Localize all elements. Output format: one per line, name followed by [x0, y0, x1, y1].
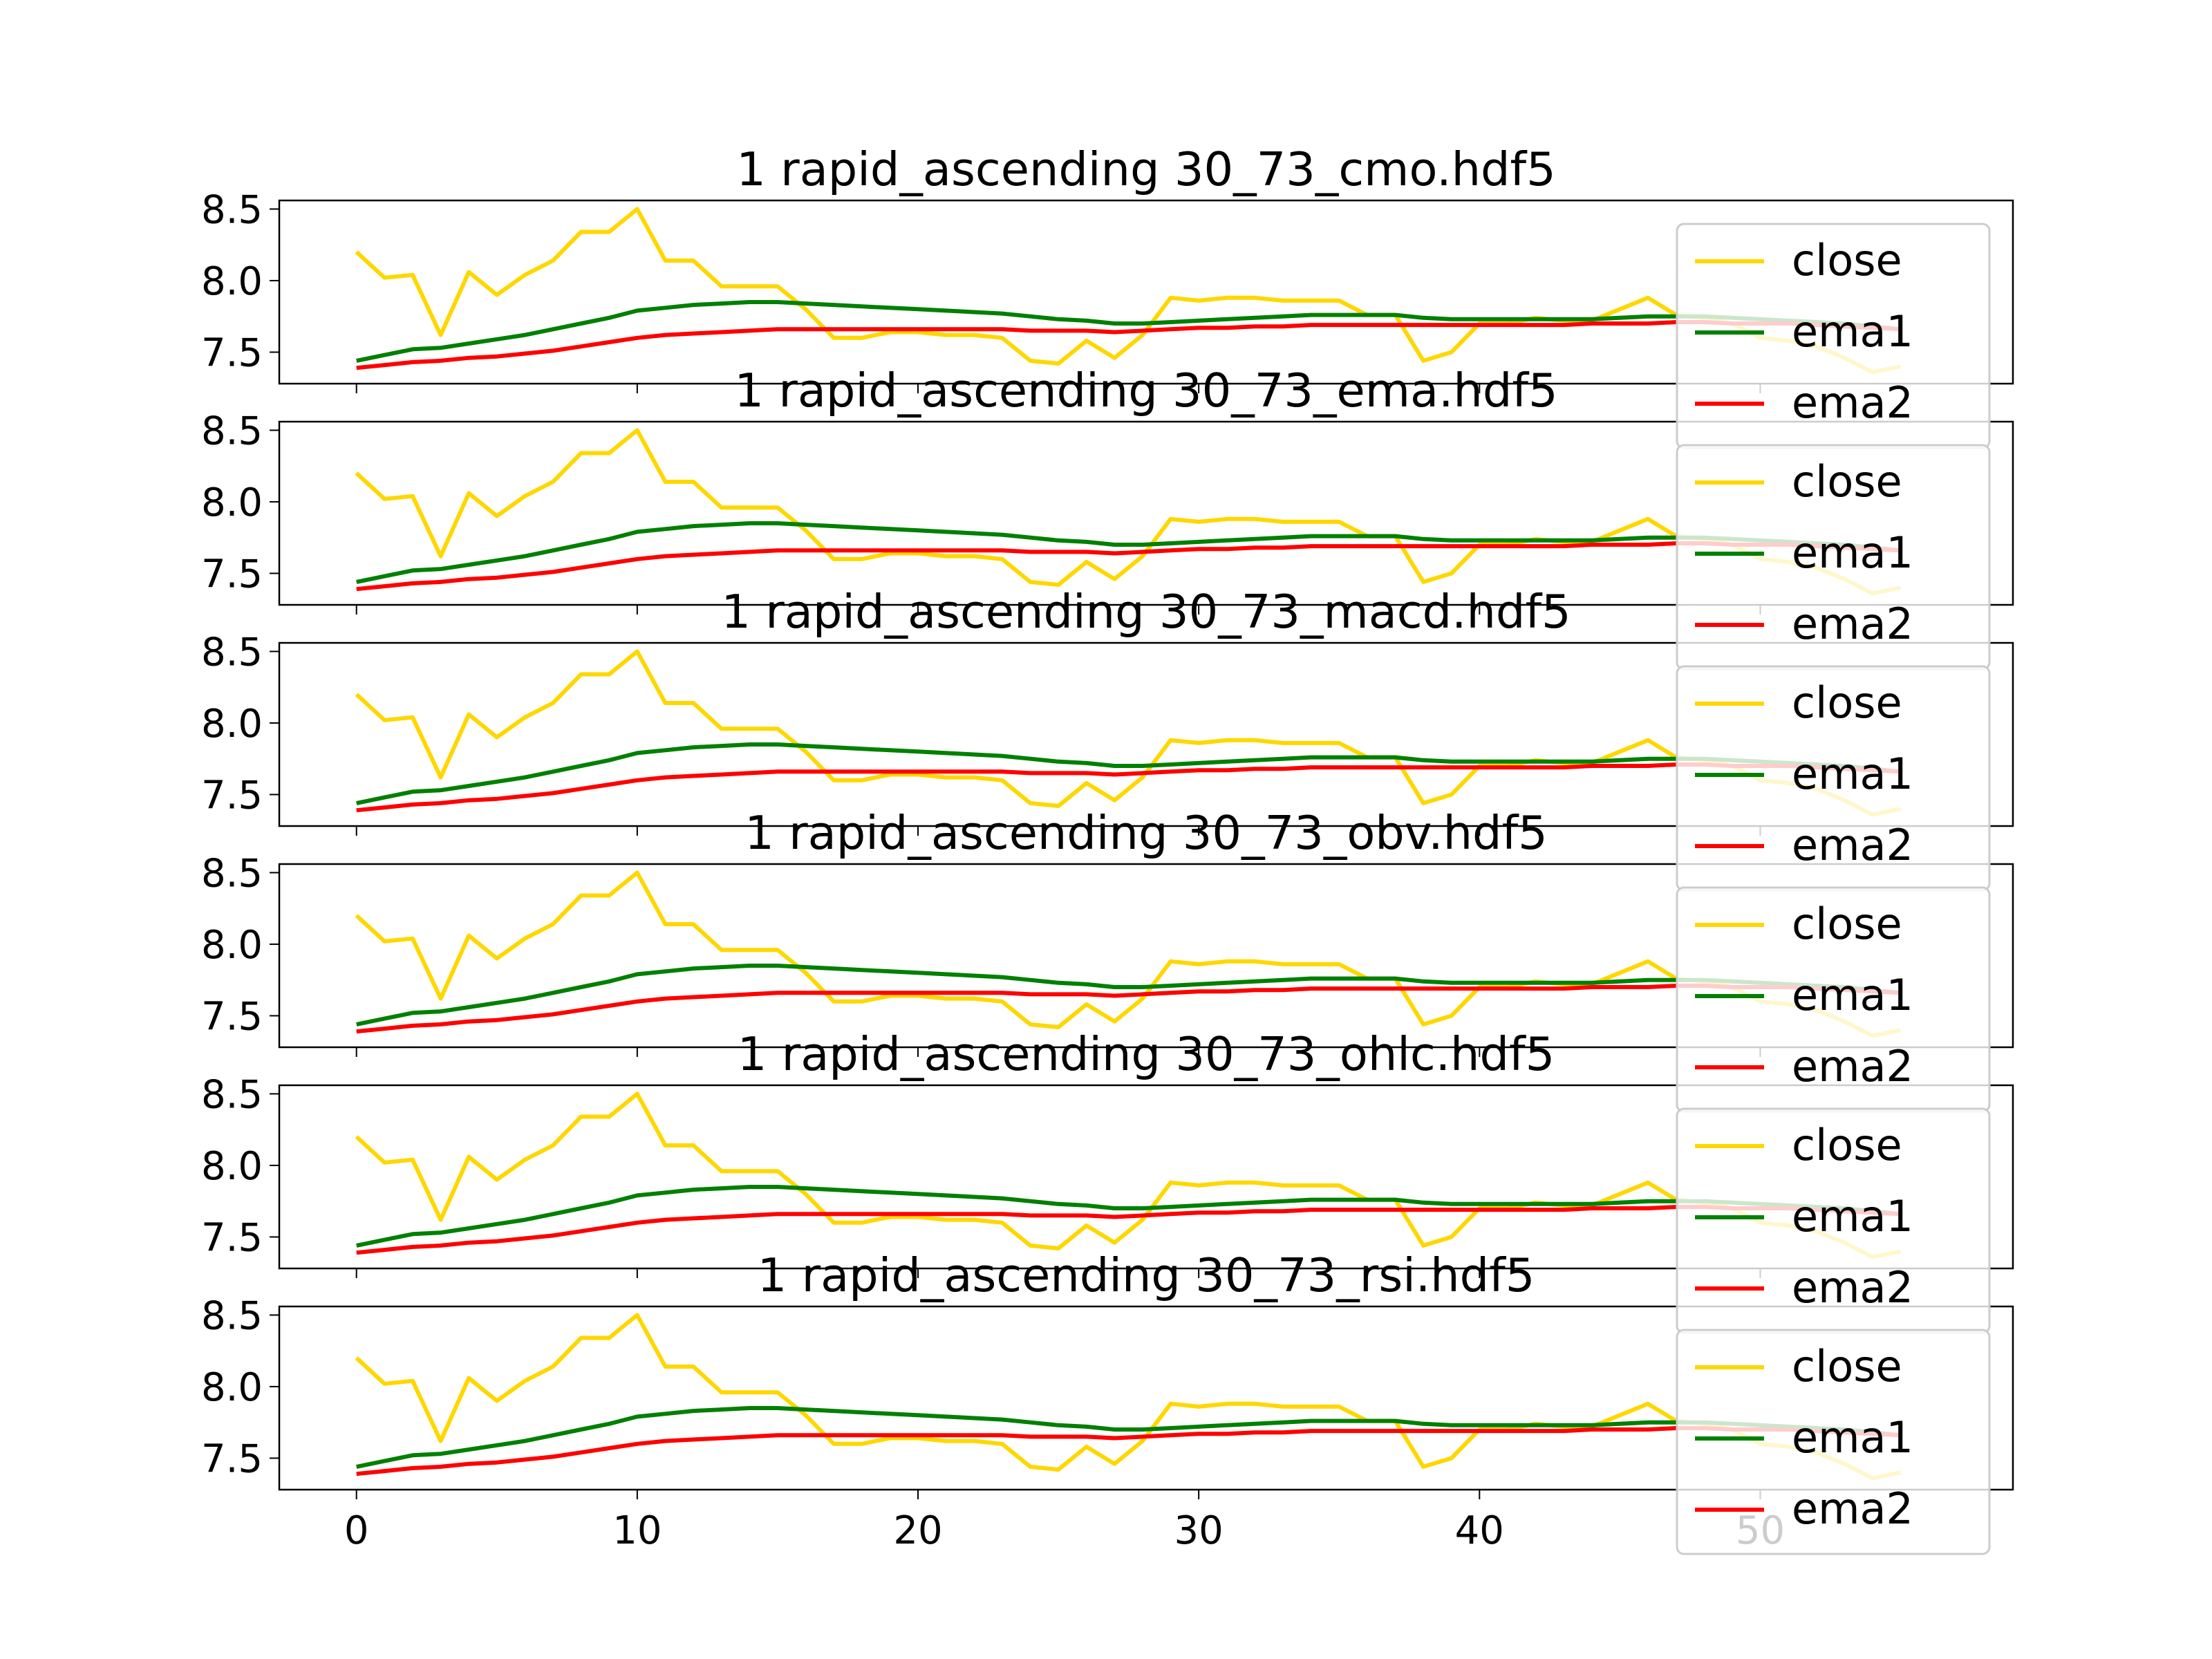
series-line-ema2 [356, 541, 1901, 592]
y-tick-label: 8.5 [201, 1293, 263, 1338]
y-tick-label: 8.0 [201, 1365, 263, 1410]
subplots: 7.5 8.0 8.5 7.5 8.0 8.5 7.5 8.0 8.5 7.5 8.0 8.5 7.5 8… [201, 142, 2014, 1555]
axes-frame [278, 1305, 2014, 1491]
series-line-ema1 [356, 521, 1901, 584]
y-tick-label: 7.5 [201, 994, 263, 1039]
series-line-close [355, 428, 1902, 596]
series-line-close [355, 649, 1902, 817]
legend-label-ema2: ema2 [1792, 599, 1913, 649]
series-line-ema2 [356, 1205, 1901, 1255]
legend-label-close: close [1792, 677, 1902, 728]
series-line-close [355, 1091, 1902, 1259]
subplot-title: 1 rapid_ascending 30_73_ema.hdf5 [734, 364, 1557, 418]
series-line-ema1 [356, 742, 1901, 805]
series-line-ema1 [356, 1185, 1901, 1248]
legend-label-ema1: ema1 [1792, 970, 1913, 1020]
legend: close ema1 ema2 [1676, 886, 1991, 1113]
y-tick-label: 8.0 [201, 923, 263, 968]
y-tick-label: 8.0 [201, 702, 263, 747]
series-line-ema1 [356, 1406, 1901, 1469]
legend-label-ema2: ema2 [1792, 1483, 1913, 1534]
y-tick-label: 7.5 [201, 1436, 263, 1481]
legend: close ema1 ema2 [1676, 1107, 1991, 1334]
subplot-title: 1 rapid_ascending 30_73_ohlc.hdf5 [738, 1027, 1555, 1081]
legend-label-ema1: ema1 [1792, 1191, 1913, 1241]
legend: close ema1 ema2 [1676, 1329, 1991, 1555]
legend-label-close: close [1792, 1341, 1902, 1391]
subplot-title: 1 rapid_ascending 30_73_macd.hdf5 [721, 585, 1571, 639]
y-tick-label: 8.0 [201, 480, 263, 525]
y-tick-label: 8.0 [201, 1144, 263, 1189]
series-lines [355, 207, 1902, 375]
legend-label-close: close [1792, 235, 1902, 285]
series-line-close [355, 870, 1902, 1038]
series-line-ema2 [356, 320, 1901, 371]
legend: close ema1 ema2 [1676, 223, 1991, 449]
series-lines [355, 649, 1902, 817]
x-tick-label: 40 [1455, 1508, 1504, 1553]
legend-label-close: close [1792, 456, 1902, 507]
legend-label-ema2: ema2 [1792, 377, 1913, 428]
series-lines [355, 1313, 1902, 1481]
x-tick-label: 0 [344, 1508, 369, 1553]
y-tick-label: 8.5 [201, 187, 263, 232]
subplot-title: 1 rapid_ascending 30_73_cmo.hdf5 [736, 142, 1556, 196]
legend-label-ema2: ema2 [1792, 820, 1913, 870]
y-tick-label: 8.0 [201, 259, 263, 304]
y-tick-label: 7.5 [201, 1215, 263, 1260]
legend-label-ema1: ema1 [1792, 749, 1913, 799]
series-line-ema2 [356, 984, 1901, 1034]
y-tick-label: 7.5 [201, 552, 263, 597]
series-line-ema2 [356, 762, 1901, 813]
series-line-close [355, 207, 1902, 375]
series-line-ema1 [356, 964, 1901, 1027]
x-tick-label: 30 [1174, 1508, 1224, 1553]
series-lines [355, 428, 1902, 596]
series-lines [355, 1091, 1902, 1259]
series-lines [355, 870, 1902, 1038]
subplot-title: 1 rapid_ascending 30_73_rsi.hdf5 [758, 1248, 1535, 1302]
legend-label-ema1: ema1 [1792, 527, 1913, 578]
y-tick-label: 8.5 [201, 630, 263, 675]
legend-label-ema1: ema1 [1792, 306, 1913, 357]
axes-frame [278, 199, 2014, 385]
axes-frame [278, 863, 2014, 1049]
y-tick-label: 8.5 [201, 409, 263, 453]
legend-box [1676, 1329, 1991, 1555]
legend-label-close: close [1792, 899, 1902, 949]
series-line-ema2 [356, 1426, 1901, 1477]
x-tick-label: 10 [612, 1508, 662, 1553]
axes-frame [278, 420, 2014, 606]
axes-frame [278, 641, 2014, 827]
legend-label-ema1: ema1 [1792, 1412, 1913, 1463]
y-tick-label: 8.5 [201, 851, 263, 896]
series-line-close [355, 1313, 1902, 1481]
legend: close ema1 ema2 [1676, 444, 1991, 671]
legend-label-ema2: ema2 [1792, 1262, 1913, 1313]
axes-frame [278, 1084, 2014, 1270]
y-tick-label: 7.5 [201, 773, 263, 818]
legend-label-close: close [1792, 1120, 1902, 1170]
series-line-ema1 [356, 300, 1901, 363]
subplot-title: 1 rapid_ascending 30_73_obv.hdf5 [744, 806, 1548, 860]
legend-label-ema2: ema2 [1792, 1041, 1913, 1091]
legend: close ema1 ema2 [1676, 665, 1991, 892]
y-tick-label: 7.5 [201, 330, 263, 375]
x-tick-label: 20 [893, 1508, 942, 1553]
y-tick-label: 8.5 [201, 1072, 263, 1117]
